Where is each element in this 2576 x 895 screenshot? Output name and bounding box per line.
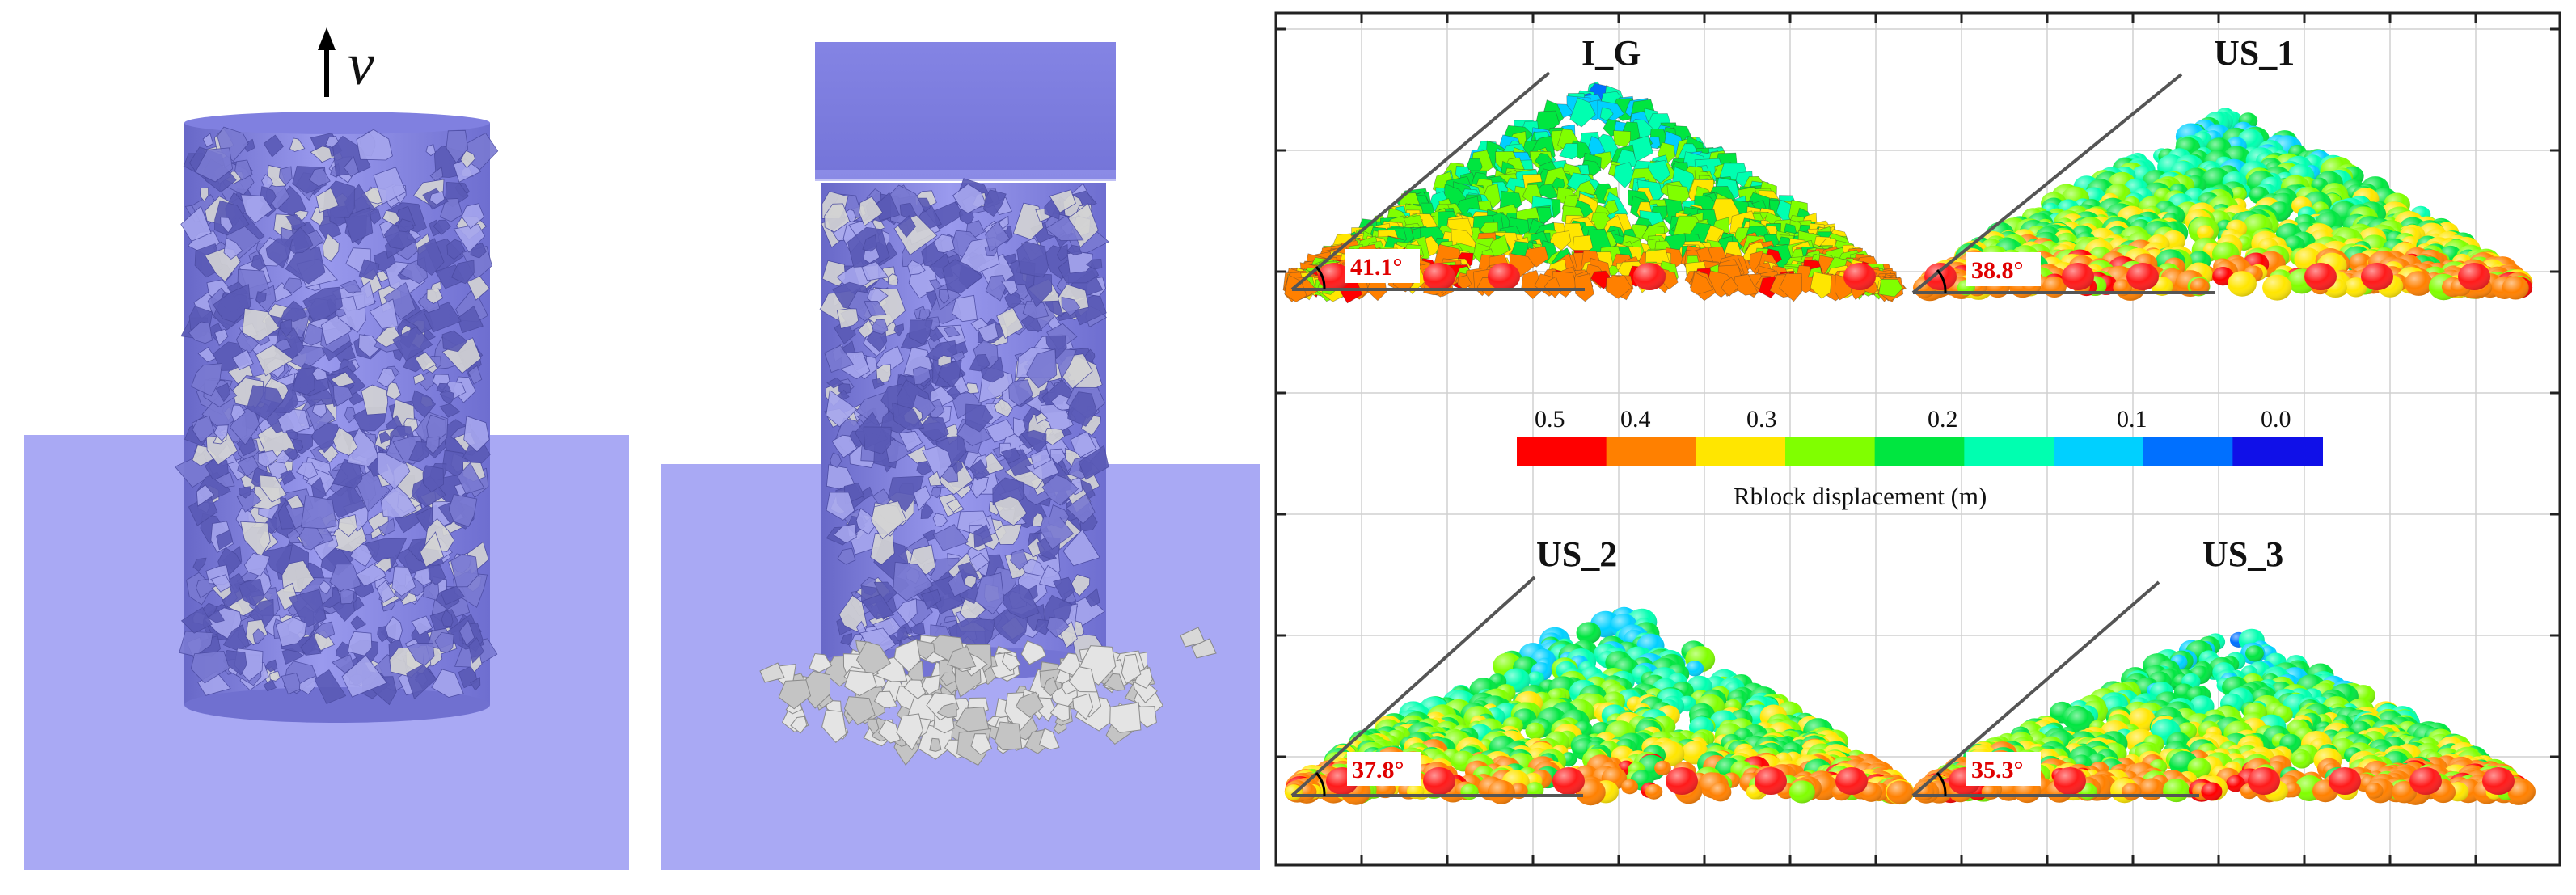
colorbar-segment xyxy=(1964,437,2054,466)
slope-line-ig xyxy=(1290,71,1585,291)
colorbar-tick-5: 0.0 xyxy=(2261,406,2291,433)
panel-label-ig: I_G xyxy=(1581,33,1641,73)
left-figure: v xyxy=(24,27,1260,870)
panel-label-us2: US_2 xyxy=(1536,534,1617,574)
colorbar-segment xyxy=(2054,437,2144,466)
colorbar-segment xyxy=(1874,437,1966,466)
pile-us2 xyxy=(1284,606,1915,806)
colorbar-segment xyxy=(1517,437,1607,466)
colorbar-segment xyxy=(1606,437,1697,466)
right-figure: I_G US_1 US_2 US_3 41.1° 38.8° 37.8° 35.… xyxy=(1274,11,2561,867)
pile-ig xyxy=(1282,81,1907,304)
slope-line-us3 xyxy=(1911,580,2199,797)
colorbar-tick-2: 0.3 xyxy=(1746,406,1777,433)
angle-badge-ig: 41.1° xyxy=(1345,249,1420,283)
colorbar-tick-3: 0.2 xyxy=(1928,406,1958,433)
angle-badge-us2: 37.8° xyxy=(1347,752,1421,786)
colorbar-segment xyxy=(1696,437,1786,466)
slope-line-us1 xyxy=(1911,73,2215,294)
slope-line-us2 xyxy=(1290,576,1583,797)
panel-label-us1: US_1 xyxy=(2214,33,2295,73)
colorbar-tick-1: 0.4 xyxy=(1620,406,1651,433)
colorbar-tick-0: 0.5 xyxy=(1535,406,1565,433)
colorbar-segment xyxy=(1785,437,1876,466)
velocity-label: v xyxy=(348,32,374,98)
angle-badge-us1: 38.8° xyxy=(1966,252,2041,286)
colorbar-tick-4: 0.1 xyxy=(2117,406,2147,433)
angle-badge-us3: 35.3° xyxy=(1966,752,2041,786)
colorbar-title: Rblock displacement (m) xyxy=(1734,482,1987,510)
plot-frame xyxy=(1274,11,2561,867)
colorbar-segment xyxy=(2232,437,2323,466)
up-arrow-icon xyxy=(318,27,336,97)
rock-filled-cylinder-initial xyxy=(174,112,499,723)
panel-label-us3: US_3 xyxy=(2202,534,2283,574)
colorbar-segment xyxy=(2143,437,2234,466)
colorbar: 0.5 0.4 0.3 0.2 0.1 0.0 Rblock displacem… xyxy=(1517,406,2323,510)
collapsed-rock-pile xyxy=(759,627,1217,766)
lifted-cylinder xyxy=(759,42,1217,766)
velocity-indicator: v xyxy=(318,27,374,98)
